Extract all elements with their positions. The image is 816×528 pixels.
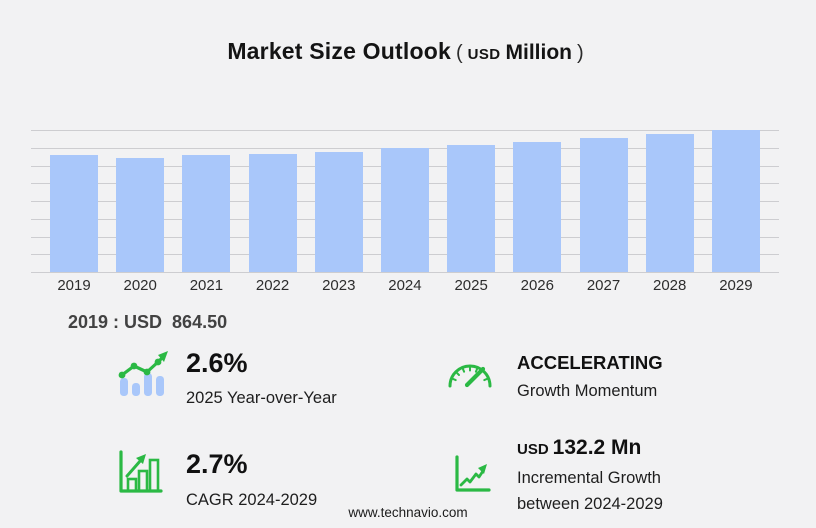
bar-trend-icon bbox=[116, 349, 170, 402]
bar-2028 bbox=[645, 134, 694, 272]
x-tick-label-2025: 2025 bbox=[454, 277, 488, 294]
x-tick-label-2019: 2019 bbox=[57, 277, 91, 294]
x-tick-label-2022: 2022 bbox=[255, 277, 290, 294]
stat-incremental: USD 132.2 Mn Incremental Growth between … bbox=[517, 436, 663, 517]
x-tick-label-2026: 2026 bbox=[520, 277, 554, 294]
gridline bbox=[31, 130, 779, 131]
bars-row bbox=[31, 130, 779, 272]
incremental-value: 132.2 Mn bbox=[552, 436, 642, 459]
title-currency: USD bbox=[467, 46, 501, 63]
title-paren-open: ( bbox=[455, 42, 463, 64]
cagr-label: CAGR 2024-2029 bbox=[186, 491, 318, 509]
cagr-value: 2.7% bbox=[186, 449, 248, 479]
bar-2026 bbox=[513, 141, 562, 272]
bar-2027 bbox=[579, 137, 628, 272]
incremental-currency: USD bbox=[517, 441, 549, 458]
base-year-value: 2019 : USD 864.50 bbox=[68, 312, 228, 332]
title-unit: Million bbox=[505, 41, 573, 64]
x-tick-label-2021: 2021 bbox=[189, 277, 224, 294]
stat-momentum: ACCELERATING Growth Momentum bbox=[517, 352, 663, 404]
bar-2025 bbox=[447, 144, 496, 272]
bar-2024 bbox=[380, 148, 429, 272]
incremental-label-line2: between 2024-2029 bbox=[517, 495, 663, 513]
bar-2023 bbox=[314, 152, 363, 272]
gauge-icon bbox=[446, 356, 494, 395]
bar-2019 bbox=[50, 155, 98, 272]
momentum-value: ACCELERATING bbox=[517, 352, 663, 373]
incremental-label-line1: Incremental Growth bbox=[517, 469, 661, 487]
chart-title-text: Market Size Outlook bbox=[227, 38, 451, 64]
yoy-value: 2.6% bbox=[186, 348, 248, 378]
bar-2021 bbox=[182, 155, 231, 272]
bar-2022 bbox=[248, 154, 297, 272]
x-tick-label-2024: 2024 bbox=[388, 277, 422, 294]
x-tick-label-2023: 2023 bbox=[322, 277, 356, 294]
yoy-label: 2025 Year-over-Year bbox=[186, 389, 337, 407]
x-axis-labels: 2019 2020 2021 2022 2023 2024 2025 2026 2027 2028… bbox=[31, 277, 779, 294]
footer-url: www.technavio.com bbox=[348, 505, 468, 520]
momentum-label: Growth Momentum bbox=[517, 381, 658, 400]
title-paren-close: ) bbox=[577, 42, 584, 64]
framed-growth-chart-icon bbox=[117, 450, 163, 499]
x-tick-label-2027: 2027 bbox=[586, 277, 621, 294]
x-tick-label-2029: 2029 bbox=[719, 277, 753, 294]
x-tick-label-2020: 2020 bbox=[123, 277, 157, 294]
gridline bbox=[31, 272, 779, 273]
bar-2020 bbox=[116, 157, 165, 272]
stat-yoy: 2.6% 2025 Year-over-Year bbox=[186, 350, 337, 411]
stat-cagr: 2.7% CAGR 2024-2029 bbox=[186, 451, 317, 513]
chart-title: Market Size Outlook ( USD Million ) bbox=[0, 38, 816, 65]
bar-2029 bbox=[711, 130, 760, 272]
bar-chart-plot bbox=[31, 130, 779, 273]
x-tick-label-2028: 2028 bbox=[653, 277, 687, 294]
line-growth-icon bbox=[452, 454, 492, 499]
